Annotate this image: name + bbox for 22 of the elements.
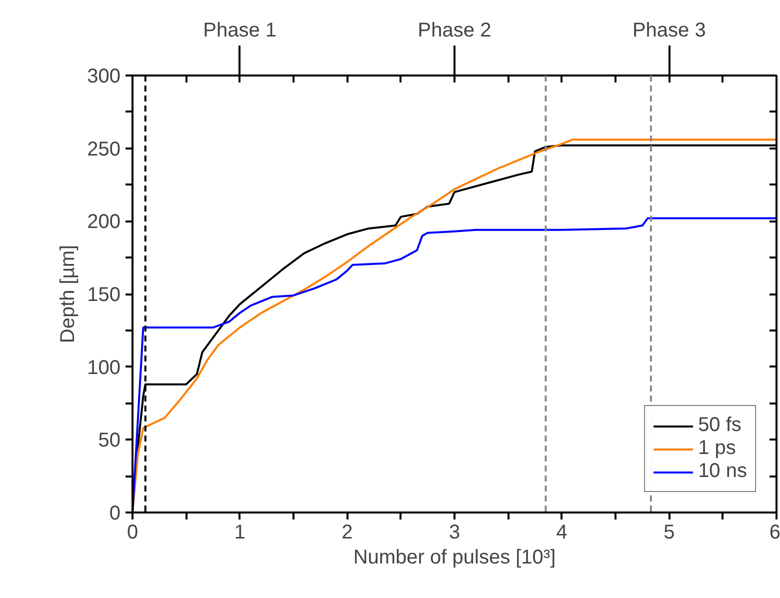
x-tick-label: 5 [664, 522, 675, 544]
x-tick-label: 1 [234, 522, 246, 544]
y-tick-label: 100 [87, 356, 121, 379]
legend-label: 50 fs [698, 414, 742, 437]
y-tick-label: 300 [87, 66, 121, 88]
legend-label: 10 ns [698, 460, 747, 483]
text: Phase 2 [418, 20, 492, 42]
y-tick-label: 200 [87, 211, 121, 234]
y-axis-title: Depth [µm] [57, 244, 80, 344]
x-tick-label: 2 [342, 522, 353, 544]
y-tick-label: 150 [87, 284, 121, 306]
x-tick-label: 0 [126, 522, 138, 544]
x-tick-label: 3 [448, 522, 460, 544]
text: Phase 1 [203, 20, 277, 42]
y-tick-label: 50 [98, 430, 121, 452]
legend-label: 1 ps [698, 437, 736, 460]
y-tick-label: 250 [87, 138, 121, 160]
text: Phase 3 [632, 20, 706, 42]
x-tick-label: 6 [769, 522, 780, 544]
y-tick-label: 0 [109, 502, 120, 524]
x-axis-title: Number of pulses [10³] [353, 546, 556, 568]
x-tick-label: 4 [556, 522, 568, 544]
